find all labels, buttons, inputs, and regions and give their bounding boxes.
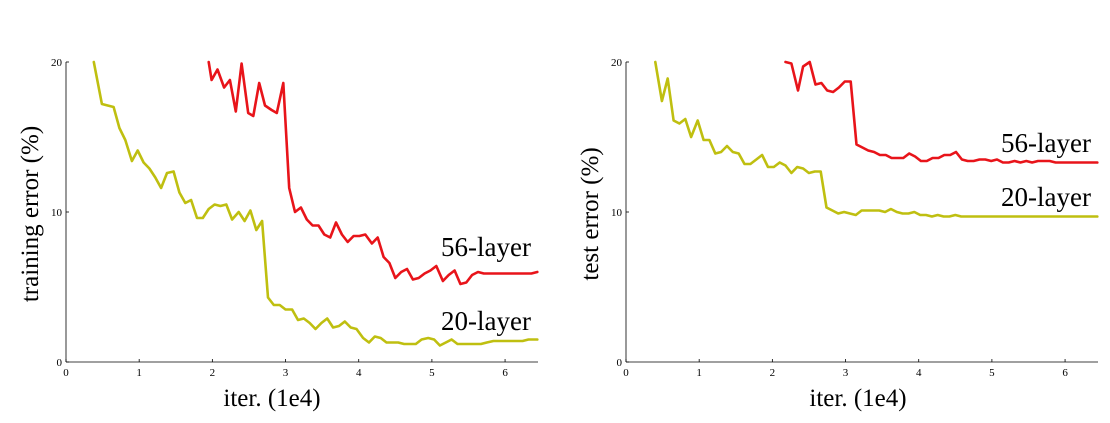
test-x-tick-label: 4 — [916, 367, 922, 379]
training-x-axis-label: iter. (1e4) — [223, 385, 320, 412]
training-ticks: 0 1 2 3 4 5 6 0 10 20 — [51, 57, 508, 379]
training-x-tick-label: 1 — [136, 367, 142, 379]
test-20-layer-label: 20-layer — [1001, 182, 1091, 212]
training-56-layer-label: 56-layer — [441, 232, 531, 262]
test-y-tick-label: 10 — [611, 207, 623, 219]
test-x-tick-label: 1 — [696, 367, 702, 379]
test-ticks: 0 1 2 3 4 5 6 0 10 20 — [611, 57, 1068, 379]
test-y-tick-label: 20 — [611, 57, 623, 69]
test-20-layer-line — [653, 60, 1099, 218]
training-x-tick-label: 2 — [210, 367, 216, 379]
test-x-tick-label: 0 — [623, 367, 629, 379]
test-x-tick-label: 3 — [843, 367, 849, 379]
test-y-tick-label: 0 — [617, 357, 623, 369]
test-x-tick-label: 2 — [770, 367, 776, 379]
training-y-axis-label: training error (%) — [17, 126, 44, 302]
test-x-axis-label: iter. (1e4) — [809, 385, 906, 412]
training-x-tick-label: 6 — [502, 367, 508, 379]
training-20-layer-line — [92, 60, 539, 347]
test-x-tick-label: 5 — [989, 367, 995, 379]
test-axes — [625, 62, 1098, 363]
test-y-axis-label: test error (%) — [577, 147, 604, 280]
test-series — [653, 60, 1099, 218]
training-series — [92, 60, 539, 347]
training-x-tick-label: 4 — [356, 367, 362, 379]
training-20-layer-label: 20-layer — [441, 306, 531, 336]
training-y-tick-label: 10 — [51, 207, 63, 219]
training-56-layer-line — [207, 60, 539, 286]
training-y-tick-label: 0 — [57, 357, 63, 369]
training-x-tick-label: 0 — [63, 367, 69, 379]
training-error-panel: 0 1 2 3 4 5 6 0 10 20 iter. (1e4) training error … — [17, 57, 539, 412]
test-56-layer-line — [784, 60, 1099, 164]
training-y-tick-label: 20 — [51, 57, 63, 69]
test-x-tick-label: 6 — [1062, 367, 1068, 379]
test-56-layer-label: 56-layer — [1001, 128, 1091, 158]
training-x-tick-label: 5 — [429, 367, 435, 379]
training-x-tick-label: 3 — [283, 367, 289, 379]
